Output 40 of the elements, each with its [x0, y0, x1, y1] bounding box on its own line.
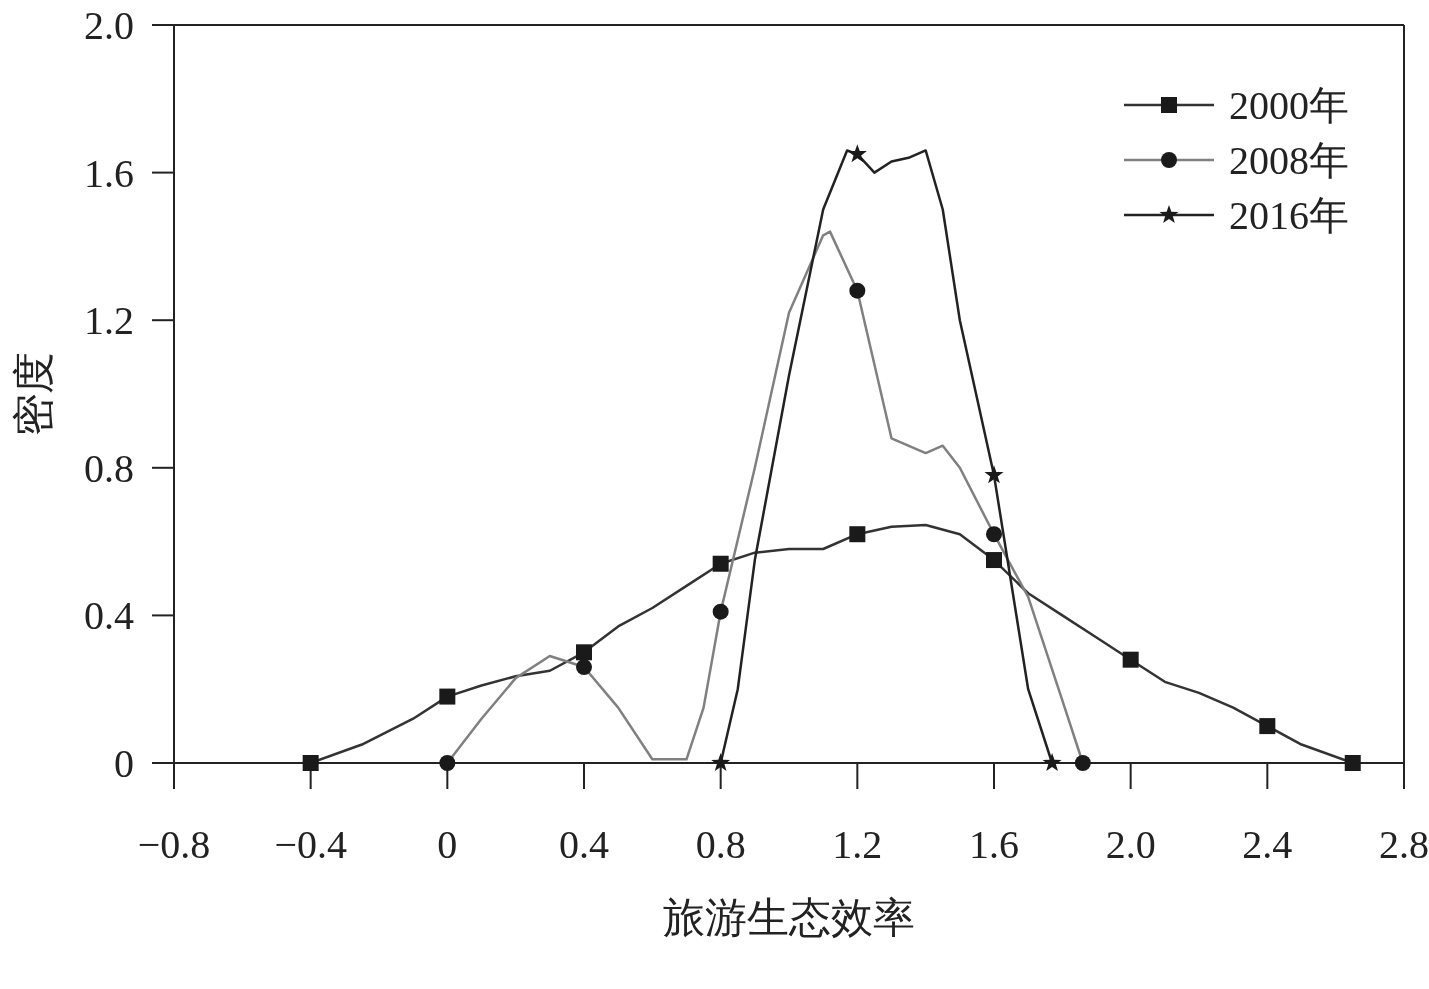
- point: [849, 282, 866, 299]
- point: [576, 644, 592, 661]
- point: [302, 755, 319, 771]
- point: [986, 526, 1002, 543]
- point: [711, 753, 731, 772]
- point: [576, 659, 592, 676]
- y-tick-label: 0: [114, 741, 134, 786]
- legend-label: 2008年: [1229, 138, 1349, 183]
- point: [849, 526, 866, 543]
- point: [986, 552, 1002, 569]
- point: [439, 755, 456, 771]
- legend-label: 2016年: [1229, 193, 1349, 238]
- point: [1344, 755, 1361, 771]
- point: [1259, 718, 1276, 735]
- y-axis-title: 密度: [11, 352, 57, 436]
- x-tick-label: 1.2: [832, 822, 883, 867]
- point: [1042, 753, 1062, 772]
- x-tick-label: 2.8: [1379, 822, 1429, 867]
- y-tick-label: 2.0: [84, 3, 134, 48]
- x-tick-label: 0.4: [559, 822, 609, 867]
- point: [847, 144, 867, 163]
- y-tick-label: 0.8: [84, 445, 134, 491]
- x-axis-title: 旅游生态效率: [663, 895, 915, 941]
- y-tick-label: 1.2: [84, 298, 134, 344]
- point: [439, 688, 456, 705]
- x-tick-label: 0.8: [695, 822, 746, 867]
- x-tick-label: −0.8: [137, 822, 211, 867]
- point: [984, 465, 1004, 484]
- point: [712, 555, 729, 572]
- point: [1074, 755, 1091, 771]
- point: [1122, 651, 1139, 668]
- x-tick-label: 2.4: [1242, 822, 1293, 867]
- legend-label: 2000年: [1229, 83, 1349, 128]
- x-tick-label: 0: [437, 822, 458, 867]
- y-tick-label: 0.4: [84, 593, 134, 639]
- x-tick-label: 1.6: [969, 822, 1019, 867]
- x-tick-label: −0.4: [274, 822, 347, 867]
- x-tick-label: 2.0: [1105, 822, 1156, 867]
- point: [712, 603, 729, 620]
- y-tick-label: 1.6: [84, 150, 134, 196]
